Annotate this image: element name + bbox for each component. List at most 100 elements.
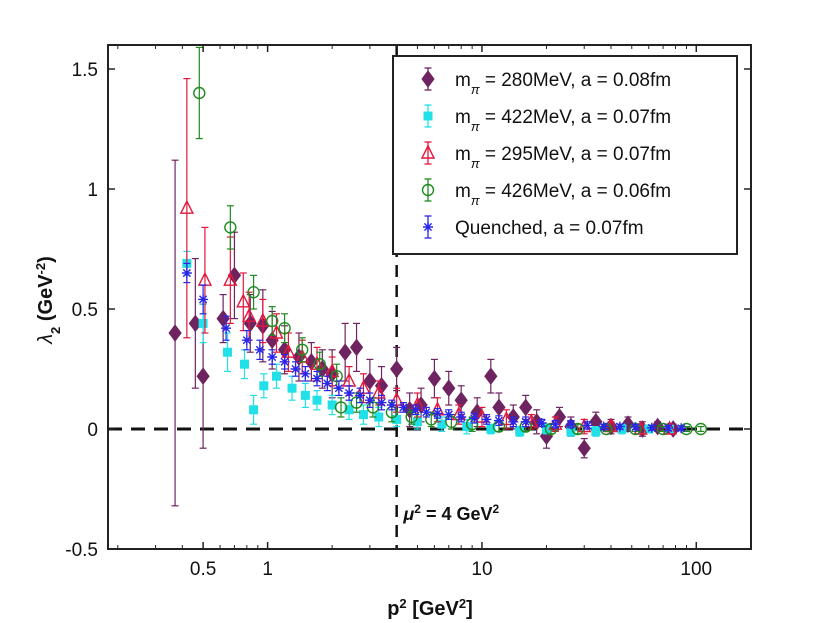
legend-item-4: mπ = 426MeV, a = 0.06fm bbox=[421, 178, 671, 208]
data-point bbox=[300, 390, 310, 400]
data-point bbox=[520, 416, 531, 427]
data-point bbox=[338, 343, 352, 362]
data-point bbox=[313, 358, 326, 371]
data-point bbox=[247, 286, 260, 299]
data-point bbox=[300, 368, 311, 379]
data-point bbox=[358, 410, 368, 420]
legend-label: mπ = 422MeV, a = 0.07fm bbox=[455, 107, 671, 134]
legend-label: Quenched, a = 0.07fm bbox=[455, 218, 644, 239]
data-point bbox=[508, 416, 519, 427]
legend-label: mπ = 280MeV, a = 0.08fm bbox=[455, 70, 671, 97]
data-point bbox=[591, 426, 601, 436]
data-point bbox=[456, 412, 467, 422]
data-point bbox=[566, 426, 576, 436]
data-point bbox=[221, 323, 232, 334]
data-point bbox=[278, 322, 291, 335]
data-point bbox=[312, 395, 322, 405]
data-point bbox=[193, 86, 206, 100]
data-point bbox=[296, 343, 309, 356]
data-point bbox=[519, 398, 533, 417]
data-point bbox=[259, 381, 269, 391]
data-point bbox=[179, 199, 195, 214]
data-point bbox=[499, 410, 514, 426]
data-point bbox=[614, 421, 625, 432]
data-point bbox=[265, 314, 279, 328]
data-point bbox=[334, 401, 348, 414]
data-point bbox=[390, 360, 404, 378]
y-tick-label: 1.5 bbox=[72, 60, 98, 81]
mu-squared-annotation: μ2 = 4 GeV2 bbox=[402, 502, 499, 524]
data-point bbox=[249, 405, 259, 415]
legend: mπ = 280MeV, a = 0.08fm mπ = 422MeV, a = … bbox=[392, 55, 738, 255]
data-point bbox=[241, 335, 252, 346]
data-point bbox=[236, 293, 251, 308]
y-axis-title: λ2 (GeV-2) bbox=[33, 256, 63, 345]
legend-item-1: mπ = 280MeV, a = 0.08fm bbox=[421, 67, 671, 97]
data-point bbox=[239, 359, 249, 369]
data-point bbox=[198, 294, 209, 305]
data-point bbox=[577, 439, 591, 458]
data-point bbox=[410, 404, 421, 415]
data-point bbox=[541, 424, 551, 434]
data-point bbox=[224, 221, 237, 234]
data-point bbox=[196, 367, 210, 386]
data-point bbox=[356, 379, 371, 394]
legend-box bbox=[392, 55, 738, 255]
data-point bbox=[474, 408, 490, 423]
legend-item-2: mπ = 422MeV, a = 0.07fm bbox=[423, 104, 671, 134]
data-point bbox=[223, 347, 233, 357]
y-tick-label: 0.5 bbox=[72, 300, 98, 321]
data-point bbox=[223, 271, 238, 286]
data-point bbox=[290, 364, 301, 374]
data-point bbox=[371, 384, 386, 399]
data-point bbox=[646, 422, 657, 433]
data-point bbox=[279, 356, 290, 367]
data-point bbox=[425, 413, 438, 426]
legend-item-5: Quenched, a = 0.07fm bbox=[423, 215, 644, 239]
data-point bbox=[254, 344, 265, 355]
series-layer bbox=[168, 46, 708, 507]
data-point bbox=[405, 410, 418, 424]
y-tick-label: -0.5 bbox=[65, 540, 98, 561]
x-tick-label: 1 bbox=[262, 559, 273, 580]
series-5 bbox=[181, 262, 687, 434]
data-point bbox=[443, 409, 454, 420]
legend-marker bbox=[423, 222, 433, 232]
data-point bbox=[364, 395, 375, 406]
data-point bbox=[312, 373, 323, 384]
data-point bbox=[269, 324, 284, 339]
data-point bbox=[515, 426, 525, 436]
data-point bbox=[421, 407, 432, 418]
legend-label: mπ = 426MeV, a = 0.06fm bbox=[455, 181, 671, 208]
x-tick-label: 0.5 bbox=[190, 559, 216, 580]
data-point bbox=[392, 414, 402, 424]
axis-ticks: 0.5 1 10 100 -0.5 0 0.5 1 1.5 bbox=[65, 45, 751, 580]
x-tick-label: 100 bbox=[680, 559, 712, 580]
data-point bbox=[344, 405, 354, 415]
y-tick-label: 0 bbox=[87, 420, 98, 441]
data-point bbox=[493, 415, 504, 426]
data-point bbox=[432, 408, 443, 419]
data-point bbox=[486, 424, 496, 434]
data-point bbox=[565, 419, 576, 430]
data-point bbox=[322, 378, 333, 389]
data-point bbox=[469, 413, 480, 424]
legend-marker bbox=[423, 111, 433, 121]
data-point bbox=[571, 422, 584, 436]
data-point bbox=[242, 307, 257, 322]
data-point bbox=[376, 397, 387, 408]
legend-marker bbox=[421, 183, 435, 197]
legend-items: mπ = 280MeV, a = 0.08fm mπ = 422MeV, a = … bbox=[420, 67, 671, 239]
legend-label: mπ = 295MeV, a = 0.07fm bbox=[455, 144, 671, 171]
data-point bbox=[355, 390, 366, 401]
data-point bbox=[676, 423, 687, 434]
data-point bbox=[281, 343, 296, 358]
data-point bbox=[344, 388, 355, 398]
data-point bbox=[442, 379, 456, 398]
data-point bbox=[484, 367, 498, 386]
data-point bbox=[663, 423, 674, 434]
data-point bbox=[598, 421, 609, 432]
data-point bbox=[644, 424, 654, 434]
data-point bbox=[267, 352, 278, 362]
